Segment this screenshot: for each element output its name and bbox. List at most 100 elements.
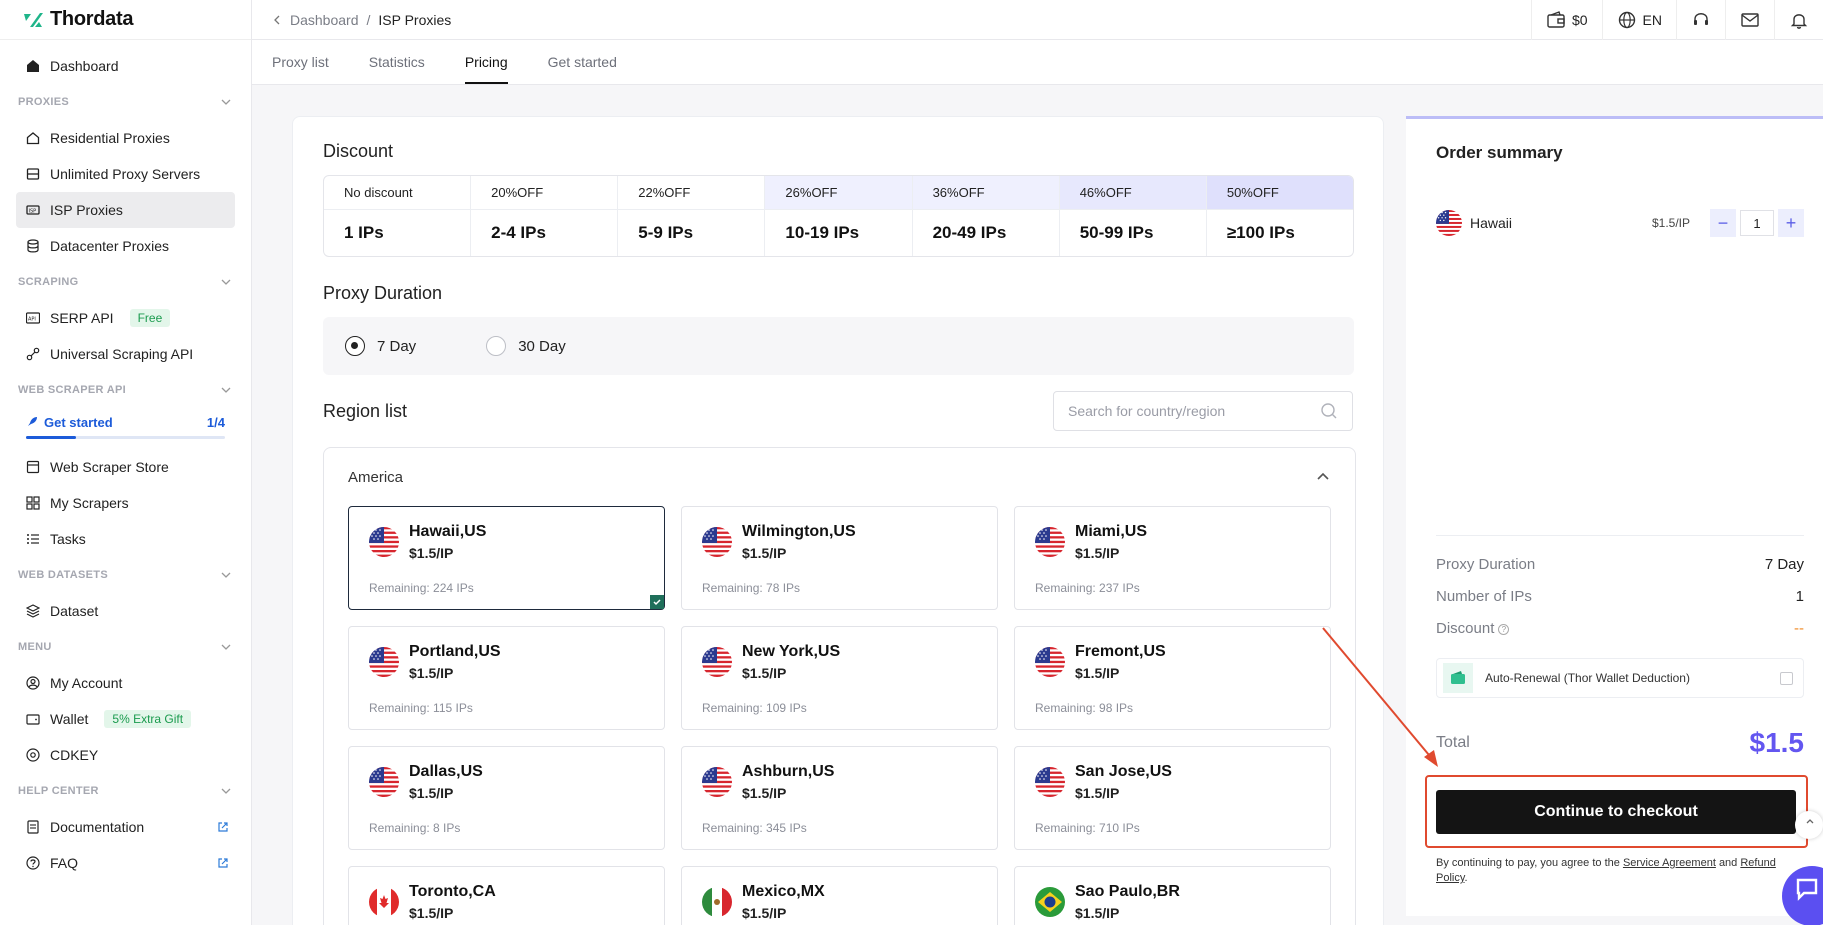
- wallet-balance[interactable]: $0: [1530, 0, 1602, 40]
- tab-pricing[interactable]: Pricing: [464, 40, 528, 84]
- breadcrumb: Dashboard / ISP Proxies: [252, 12, 451, 28]
- sidebar-item-universal-scraping-api[interactable]: Universal Scraping API: [16, 336, 235, 372]
- continue-to-checkout-button[interactable]: Continue to checkout: [1436, 790, 1796, 834]
- row-value: 1: [1795, 588, 1804, 605]
- region-card[interactable]: Toronto,CA $1.5/IP: [348, 866, 665, 925]
- chevron-down-icon: [221, 99, 231, 105]
- section-menu[interactable]: MENU: [16, 629, 235, 665]
- sidebar-item-unlimited-proxy-servers[interactable]: Unlimited Proxy Servers: [16, 156, 235, 192]
- section-scraping[interactable]: SCRAPING: [16, 264, 235, 300]
- support-button[interactable]: [1676, 0, 1725, 40]
- checkmark-icon: [650, 595, 664, 609]
- breadcrumb-dashboard[interactable]: Dashboard: [290, 11, 359, 28]
- service-agreement-link[interactable]: Service Agreement: [1622, 857, 1716, 869]
- section-proxies[interactable]: PROXIES: [16, 84, 235, 120]
- region-group-header[interactable]: America: [324, 448, 1355, 506]
- region-search[interactable]: [1053, 391, 1353, 431]
- total-label: Total: [1436, 734, 1470, 751]
- tab-get-started[interactable]: Get started: [547, 54, 617, 70]
- us-flag-icon: [1436, 210, 1462, 236]
- region-name: Toronto,CA: [409, 883, 496, 900]
- sidebar-item-tasks[interactable]: Tasks: [16, 521, 235, 557]
- layers-icon: [26, 604, 40, 618]
- section-web-datasets[interactable]: WEB DATASETS: [16, 557, 235, 593]
- sidebar-item-faq[interactable]: FAQ: [16, 845, 235, 881]
- sidebar-item-serp-api[interactable]: API SERP API Free: [16, 300, 235, 336]
- region-card[interactable]: Mexico,MX $1.5/IP: [681, 866, 998, 925]
- chevron-left-icon[interactable]: [272, 15, 282, 25]
- region-card[interactable]: Hawaii,US $1.5/IP Remaining: 224 IPs: [348, 506, 665, 610]
- radio-label: 30 Day: [518, 337, 566, 355]
- sidebar-item-wallet[interactable]: Wallet 5% Extra Gift: [16, 701, 235, 737]
- messages-button[interactable]: [1725, 0, 1774, 40]
- sidebar-item-documentation[interactable]: Documentation: [16, 809, 235, 845]
- radio-label: 7 Day: [377, 337, 417, 355]
- get-started-progress[interactable]: Get started 1/4: [16, 408, 235, 436]
- tier-head: 50%OFF: [1206, 176, 1353, 210]
- region-card[interactable]: Fremont,US $1.5/IP Remaining: 98 IPs: [1014, 626, 1331, 730]
- region-card[interactable]: San Jose,US $1.5/IP Remaining: 710 IPs: [1014, 746, 1331, 850]
- quantity-stepper: − 1 +: [1710, 209, 1804, 237]
- auto-renewal-option[interactable]: Auto-Renewal (Thor Wallet Deduction): [1436, 658, 1804, 698]
- region-price: $1.5/IP: [742, 665, 787, 681]
- region-card[interactable]: Wilmington,US $1.5/IP Remaining: 78 IPs: [681, 506, 998, 610]
- region-price: $1.5/IP: [1075, 905, 1120, 921]
- globe-icon: [1618, 11, 1635, 28]
- region-card[interactable]: Miami,US $1.5/IP Remaining: 237 IPs: [1014, 506, 1331, 610]
- logo[interactable]: Thordata: [0, 0, 251, 40]
- region-remaining: Remaining: 115 IPs: [369, 701, 473, 715]
- discount-tier: 26%OFF 10-19 IPs: [765, 176, 913, 256]
- sidebar-item-label: Dashboard: [50, 58, 119, 74]
- region-card[interactable]: Portland,US $1.5/IP Remaining: 115 IPs: [348, 626, 665, 730]
- tab-proxy-list[interactable]: Proxy list: [272, 54, 329, 70]
- section-help-center[interactable]: HELP CENTER: [16, 773, 235, 809]
- mx-flag-icon: [702, 887, 732, 917]
- sidebar-item-label: Web Scraper Store: [50, 459, 169, 475]
- decrement-button[interactable]: −: [1710, 209, 1736, 237]
- order-summary-title: Order summary: [1436, 143, 1563, 162]
- discount-tier: 46%OFF 50-99 IPs: [1059, 176, 1207, 256]
- quantity-field[interactable]: 1: [1740, 210, 1774, 236]
- chevron-up-icon[interactable]: [1315, 469, 1331, 485]
- region-price: $1.5/IP: [742, 785, 787, 801]
- region-remaining: Remaining: 78 IPs: [702, 581, 801, 595]
- region-card[interactable]: New York,US $1.5/IP Remaining: 109 IPs: [681, 626, 998, 730]
- chevron-down-icon: [221, 788, 231, 794]
- section-web-scraper-api[interactable]: WEB SCRAPER API: [16, 372, 235, 408]
- chat-widget-button[interactable]: [1782, 866, 1823, 925]
- sidebar-item-residential-proxies[interactable]: Residential Proxies: [16, 120, 235, 156]
- sidebar-item-dashboard[interactable]: Dashboard: [16, 48, 235, 84]
- discount-tier: 20%OFF 2-4 IPs: [471, 176, 619, 256]
- section-label: MENU: [18, 641, 52, 653]
- duration-7-day-radio[interactable]: 7 Day: [345, 336, 416, 356]
- info-icon[interactable]: ?: [1498, 624, 1510, 635]
- store-icon: [26, 460, 40, 474]
- sidebar-item-my-scrapers[interactable]: My Scrapers: [16, 485, 235, 521]
- sidebar-item-dataset[interactable]: Dataset: [16, 593, 235, 629]
- increment-button[interactable]: +: [1778, 209, 1804, 237]
- tier-value: 5-9 IPs: [638, 223, 694, 242]
- section-label: HELP CENTER: [18, 785, 99, 797]
- notifications-button[interactable]: [1774, 0, 1823, 40]
- tier-head: 22%OFF: [618, 176, 765, 210]
- refund-policy-link[interactable]: Refund Policy: [1436, 857, 1776, 884]
- duration-30-day-radio[interactable]: 30 Day: [486, 336, 566, 356]
- logo-text: Thordata: [50, 8, 134, 30]
- scroll-top-button[interactable]: [1795, 811, 1823, 839]
- sidebar-item-web-scraper-store[interactable]: Web Scraper Store: [16, 449, 235, 485]
- region-search-input[interactable]: [1068, 403, 1320, 419]
- sidebar-item-datacenter-proxies[interactable]: Datacenter Proxies: [16, 228, 235, 264]
- sidebar-item-cdkey[interactable]: CDKEY: [16, 737, 235, 773]
- region-card[interactable]: Sao Paulo,BR $1.5/IP: [1014, 866, 1331, 925]
- sidebar-item-isp-proxies[interactable]: ISP ISP Proxies: [16, 192, 235, 228]
- region-card[interactable]: Dallas,US $1.5/IP Remaining: 8 IPs: [348, 746, 665, 850]
- region-remaining: Remaining: 345 IPs: [702, 821, 807, 835]
- region-card[interactable]: Ashburn,US $1.5/IP Remaining: 345 IPs: [681, 746, 998, 850]
- get-started-progress-bar: [26, 436, 225, 439]
- auto-renewal-checkbox[interactable]: [1780, 671, 1793, 685]
- tab-statistics[interactable]: Statistics: [368, 54, 425, 70]
- sidebar-item-my-account[interactable]: My Account: [16, 665, 235, 701]
- language-selector[interactable]: EN: [1601, 0, 1676, 40]
- region-remaining: Remaining: 710 IPs: [1035, 821, 1140, 835]
- sidebar-item-label: My Account: [50, 675, 123, 691]
